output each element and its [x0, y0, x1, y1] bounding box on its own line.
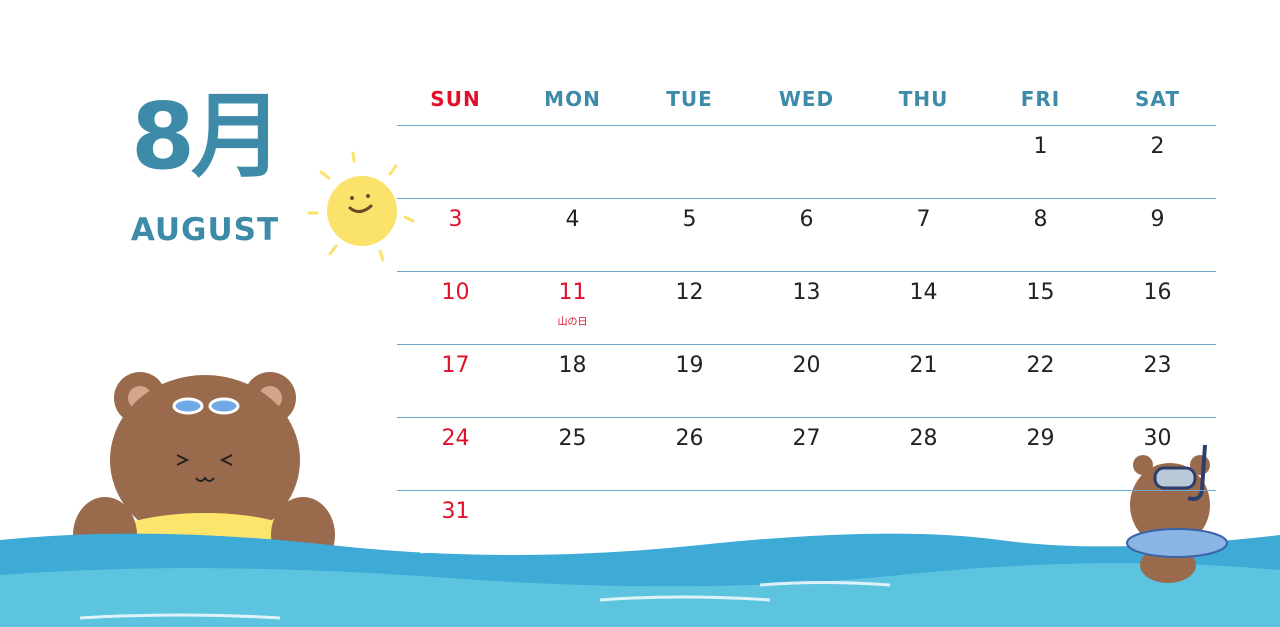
day-cell: [397, 126, 514, 198]
sea-waves: [0, 533, 1280, 627]
day-cell[interactable]: 31: [397, 491, 514, 563]
calendar-week: 24 25 26 27 28 29 30: [397, 417, 1216, 490]
day-cell[interactable]: 8: [982, 199, 1099, 271]
weekday-sat: SAT: [1135, 87, 1180, 111]
day-number: 6: [799, 207, 814, 232]
day-number: 23: [1143, 353, 1172, 378]
day-cell[interactable]: 22: [982, 345, 1099, 417]
day-number: 27: [792, 426, 821, 451]
day-number: 2: [1150, 134, 1165, 159]
day-number: 9: [1150, 207, 1165, 232]
day-number: 28: [909, 426, 938, 451]
day-number: 10: [441, 280, 470, 305]
day-number: 8: [1033, 207, 1048, 232]
day-number: 14: [909, 280, 938, 305]
day-number: 31: [441, 499, 470, 524]
month-title-en: AUGUST: [130, 212, 280, 248]
day-number: 26: [675, 426, 704, 451]
weekday-tue: TUE: [666, 87, 713, 111]
day-cell[interactable]: 19: [631, 345, 748, 417]
day-cell: [514, 491, 631, 563]
weekday-mon: MON: [544, 87, 601, 111]
bear-snorkel-icon: [1126, 444, 1228, 583]
weekday-wed: WED: [778, 87, 835, 111]
holiday-label: 山の日: [557, 317, 588, 328]
day-number: 18: [558, 353, 587, 378]
day-number: 1: [1033, 134, 1048, 159]
day-cell: [631, 491, 748, 563]
calendar-weeks: 1 2 3 4 5 6 7 8 9 10 11 山の日 12 13 14 15 16 17 18 19 20 21 22 23…: [397, 125, 1216, 563]
calendar-week: 17 18 19 20 21 22 23: [397, 344, 1216, 417]
day-number: 21: [909, 353, 938, 378]
day-cell[interactable]: 17: [397, 345, 514, 417]
day-cell: [514, 126, 631, 198]
day-cell[interactable]: 21: [865, 345, 982, 417]
day-cell[interactable]: 27: [748, 418, 865, 490]
day-cell[interactable]: 30: [1099, 418, 1216, 490]
day-number: 25: [558, 426, 587, 451]
day-cell[interactable]: 20: [748, 345, 865, 417]
day-cell[interactable]: 4: [514, 199, 631, 271]
day-number: 24: [441, 426, 470, 451]
weekday-thu: THU: [898, 87, 949, 111]
day-cell[interactable]: 11 山の日: [514, 272, 631, 344]
day-number: 16: [1143, 280, 1172, 305]
day-cell[interactable]: 7: [865, 199, 982, 271]
day-number: 22: [1026, 353, 1055, 378]
day-cell[interactable]: 3: [397, 199, 514, 271]
calendar-week: 3 4 5 6 7 8 9: [397, 198, 1216, 271]
day-cell[interactable]: 13: [748, 272, 865, 344]
day-cell: [865, 491, 982, 563]
day-cell[interactable]: 26: [631, 418, 748, 490]
day-cell[interactable]: 23: [1099, 345, 1216, 417]
day-number: 3: [448, 207, 463, 232]
day-cell[interactable]: 10: [397, 272, 514, 344]
sun-icon: [307, 151, 415, 262]
day-cell: [748, 126, 865, 198]
day-cell[interactable]: 16: [1099, 272, 1216, 344]
day-cell[interactable]: 5: [631, 199, 748, 271]
day-number: 15: [1026, 280, 1055, 305]
day-number: 13: [792, 280, 821, 305]
day-cell[interactable]: 18: [514, 345, 631, 417]
day-number: 29: [1026, 426, 1055, 451]
day-cell[interactable]: 9: [1099, 199, 1216, 271]
day-number: 4: [565, 207, 580, 232]
day-cell: [982, 491, 1099, 563]
day-cell[interactable]: 6: [748, 199, 865, 271]
day-cell[interactable]: 24: [397, 418, 514, 490]
day-cell: [748, 491, 865, 563]
day-cell[interactable]: 29: [982, 418, 1099, 490]
calendar-week: 31: [397, 490, 1216, 563]
day-number: 11: [558, 280, 587, 305]
day-cell: [631, 126, 748, 198]
day-cell: [1099, 491, 1216, 563]
weekday-fri: FRI: [1020, 87, 1061, 111]
day-number: 12: [675, 280, 704, 305]
day-cell[interactable]: 25: [514, 418, 631, 490]
day-cell: [865, 126, 982, 198]
day-number: 19: [675, 353, 704, 378]
calendar-week: 10 11 山の日 12 13 14 15 16: [397, 271, 1216, 344]
day-number: 5: [682, 207, 697, 232]
day-cell[interactable]: 15: [982, 272, 1099, 344]
day-cell[interactable]: 14: [865, 272, 982, 344]
day-cell[interactable]: 12: [631, 272, 748, 344]
day-number: 20: [792, 353, 821, 378]
weekday-header: SUN MON TUE WED THU FRI SAT: [397, 80, 1216, 125]
day-cell[interactable]: 2: [1099, 126, 1216, 198]
day-cell[interactable]: 1: [982, 126, 1099, 198]
day-number: 7: [916, 207, 931, 232]
calendar-grid: SUN MON TUE WED THU FRI SAT 1 2 3 4 5 6 7 8 9 10 11 山の日 12…: [397, 80, 1216, 563]
month-title-jp: 8月: [130, 83, 283, 190]
day-number: 17: [441, 353, 470, 378]
weekday-sun: SUN: [430, 87, 481, 111]
day-cell[interactable]: 28: [865, 418, 982, 490]
day-number: 30: [1143, 426, 1172, 451]
